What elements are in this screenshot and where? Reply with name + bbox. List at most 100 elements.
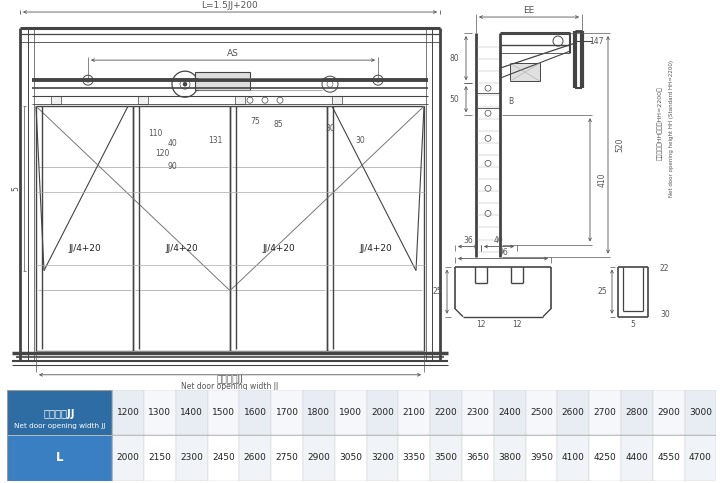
Bar (303, 390, 335, 435)
Text: 12: 12 (512, 320, 522, 329)
Text: 30: 30 (325, 124, 335, 133)
Text: 147: 147 (589, 37, 603, 45)
Text: 2600: 2600 (562, 408, 585, 417)
Text: 80: 80 (449, 54, 459, 63)
Bar (51, 96, 61, 104)
Bar (589, 435, 621, 481)
Text: 4250: 4250 (594, 454, 616, 462)
Bar (462, 435, 494, 481)
Bar (271, 435, 303, 481)
Bar (335, 390, 366, 435)
Bar (332, 96, 342, 104)
Text: JJ/4+20: JJ/4+20 (262, 244, 295, 253)
Bar (207, 390, 239, 435)
Bar (207, 435, 239, 481)
Bar (526, 435, 557, 481)
Text: AS: AS (227, 49, 239, 57)
Text: 3800: 3800 (498, 454, 521, 462)
Text: L=1.5JJ+200: L=1.5JJ+200 (202, 0, 258, 10)
Circle shape (376, 78, 380, 82)
Circle shape (183, 82, 187, 86)
Text: 3650: 3650 (467, 454, 490, 462)
Bar (398, 435, 430, 481)
Text: 1800: 1800 (307, 408, 330, 417)
Bar (239, 390, 271, 435)
Bar (112, 435, 144, 481)
Text: 2000: 2000 (371, 408, 394, 417)
Text: 131: 131 (208, 136, 222, 145)
Bar (685, 435, 716, 481)
Bar (430, 435, 462, 481)
Bar (557, 390, 589, 435)
Bar (235, 96, 245, 104)
Text: 5: 5 (631, 320, 636, 329)
Bar (510, 63, 540, 81)
Text: 净开门高度HH（标准HH=2200）: 净开门高度HH（标准HH=2200） (657, 86, 663, 160)
Bar (303, 435, 335, 481)
Bar (144, 390, 176, 435)
Bar (176, 390, 207, 435)
Text: 25: 25 (597, 287, 607, 296)
Bar (621, 390, 653, 435)
Text: EE: EE (523, 5, 535, 14)
Bar (462, 390, 494, 435)
Text: 4100: 4100 (562, 454, 585, 462)
Text: JJ/4+20: JJ/4+20 (165, 244, 198, 253)
Text: 2600: 2600 (244, 454, 266, 462)
Bar (176, 435, 207, 481)
Text: 5: 5 (12, 186, 20, 191)
Bar (398, 390, 430, 435)
Text: 1200: 1200 (117, 408, 140, 417)
Text: 净开门宽JJ: 净开门宽JJ (217, 375, 243, 384)
Bar (335, 435, 366, 481)
Text: 4400: 4400 (626, 454, 648, 462)
Text: 96: 96 (498, 248, 508, 257)
Text: 50: 50 (449, 95, 459, 104)
Text: JJ/4+20: JJ/4+20 (68, 244, 101, 253)
Bar (430, 390, 462, 435)
Bar (366, 435, 398, 481)
Text: 3000: 3000 (689, 408, 712, 417)
Bar (494, 435, 526, 481)
Text: 2900: 2900 (307, 454, 330, 462)
Circle shape (86, 78, 90, 82)
Bar (144, 435, 176, 481)
Text: 2300: 2300 (180, 454, 203, 462)
Text: 2300: 2300 (467, 408, 490, 417)
Text: 2800: 2800 (626, 408, 648, 417)
Text: 75: 75 (250, 117, 260, 126)
Text: 2700: 2700 (594, 408, 616, 417)
Text: 3200: 3200 (371, 454, 394, 462)
Text: 3350: 3350 (402, 454, 426, 462)
Text: 3950: 3950 (530, 454, 553, 462)
Bar (685, 390, 716, 435)
Bar (138, 96, 148, 104)
Text: 2100: 2100 (403, 408, 426, 417)
Text: 30: 30 (355, 136, 365, 145)
Text: Net door opening height HH (Standard HH=2200): Net door opening height HH (Standard HH=… (670, 60, 675, 197)
Text: JJ/4+20: JJ/4+20 (359, 244, 392, 253)
Text: 110: 110 (148, 129, 162, 138)
Text: L: L (56, 452, 63, 464)
Text: 2400: 2400 (498, 408, 521, 417)
Text: 1400: 1400 (180, 408, 203, 417)
Bar (589, 390, 621, 435)
Bar (7, 390, 112, 435)
Bar (7, 435, 112, 481)
Bar (271, 390, 303, 435)
Text: 2000: 2000 (117, 454, 140, 462)
Text: Net door opening width JJ: Net door opening width JJ (181, 383, 279, 391)
Text: 40: 40 (167, 139, 177, 148)
Text: B: B (508, 97, 513, 106)
Text: 520: 520 (616, 138, 624, 152)
Text: 90: 90 (167, 162, 177, 171)
Bar (653, 435, 685, 481)
Text: 1700: 1700 (276, 408, 299, 417)
Text: 410: 410 (598, 172, 606, 187)
Text: 4550: 4550 (657, 454, 680, 462)
Text: 2150: 2150 (148, 454, 171, 462)
Text: 净开门宽JJ: 净开门宽JJ (44, 409, 76, 419)
Text: 4700: 4700 (689, 454, 712, 462)
Text: 25: 25 (432, 287, 442, 296)
Text: 36: 36 (463, 236, 473, 245)
